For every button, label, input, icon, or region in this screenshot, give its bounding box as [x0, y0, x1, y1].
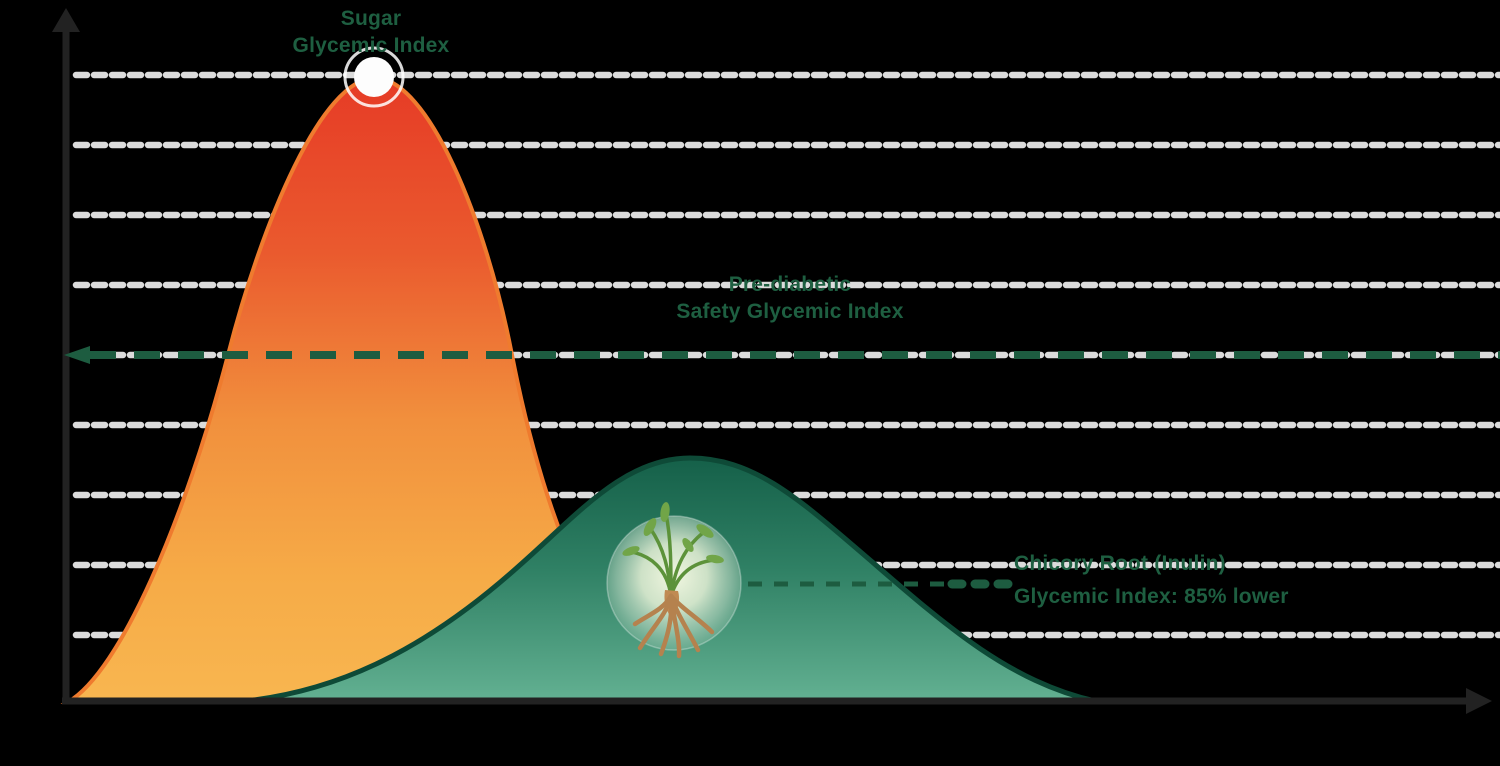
y-axis-arrow-icon	[52, 8, 80, 32]
chicory-label-line2: Glycemic Index: 85% lower	[1014, 584, 1289, 608]
safety-threshold-line	[64, 346, 1500, 364]
chicory-plant-icon	[622, 502, 724, 659]
x-axis-arrow-icon	[1466, 688, 1492, 714]
y-axis	[52, 8, 80, 702]
sugar-label-line2: Glycemic Index	[292, 34, 450, 58]
chicory-label: Chicory Root (Inulin) Glycemic Index: 85…	[1014, 548, 1289, 613]
threshold-left-arrow-icon	[64, 346, 90, 364]
sugar-label: Sugar Glycemic Index	[293, 5, 450, 60]
safety-threshold-label: Pre-diabetic Safety Glycemic Index	[676, 271, 903, 326]
peak-marker-icon	[343, 46, 405, 108]
chicory-plant-badge	[606, 502, 742, 659]
chicory-label-line1: Chicory Root (Inulin)	[1014, 552, 1226, 575]
x-axis	[62, 688, 1492, 714]
safety-label-line1: Pre-diabetic	[728, 273, 852, 296]
safety-label-line2: Safety Glycemic Index	[676, 300, 904, 324]
sugar-label-line1: Sugar	[340, 7, 402, 30]
